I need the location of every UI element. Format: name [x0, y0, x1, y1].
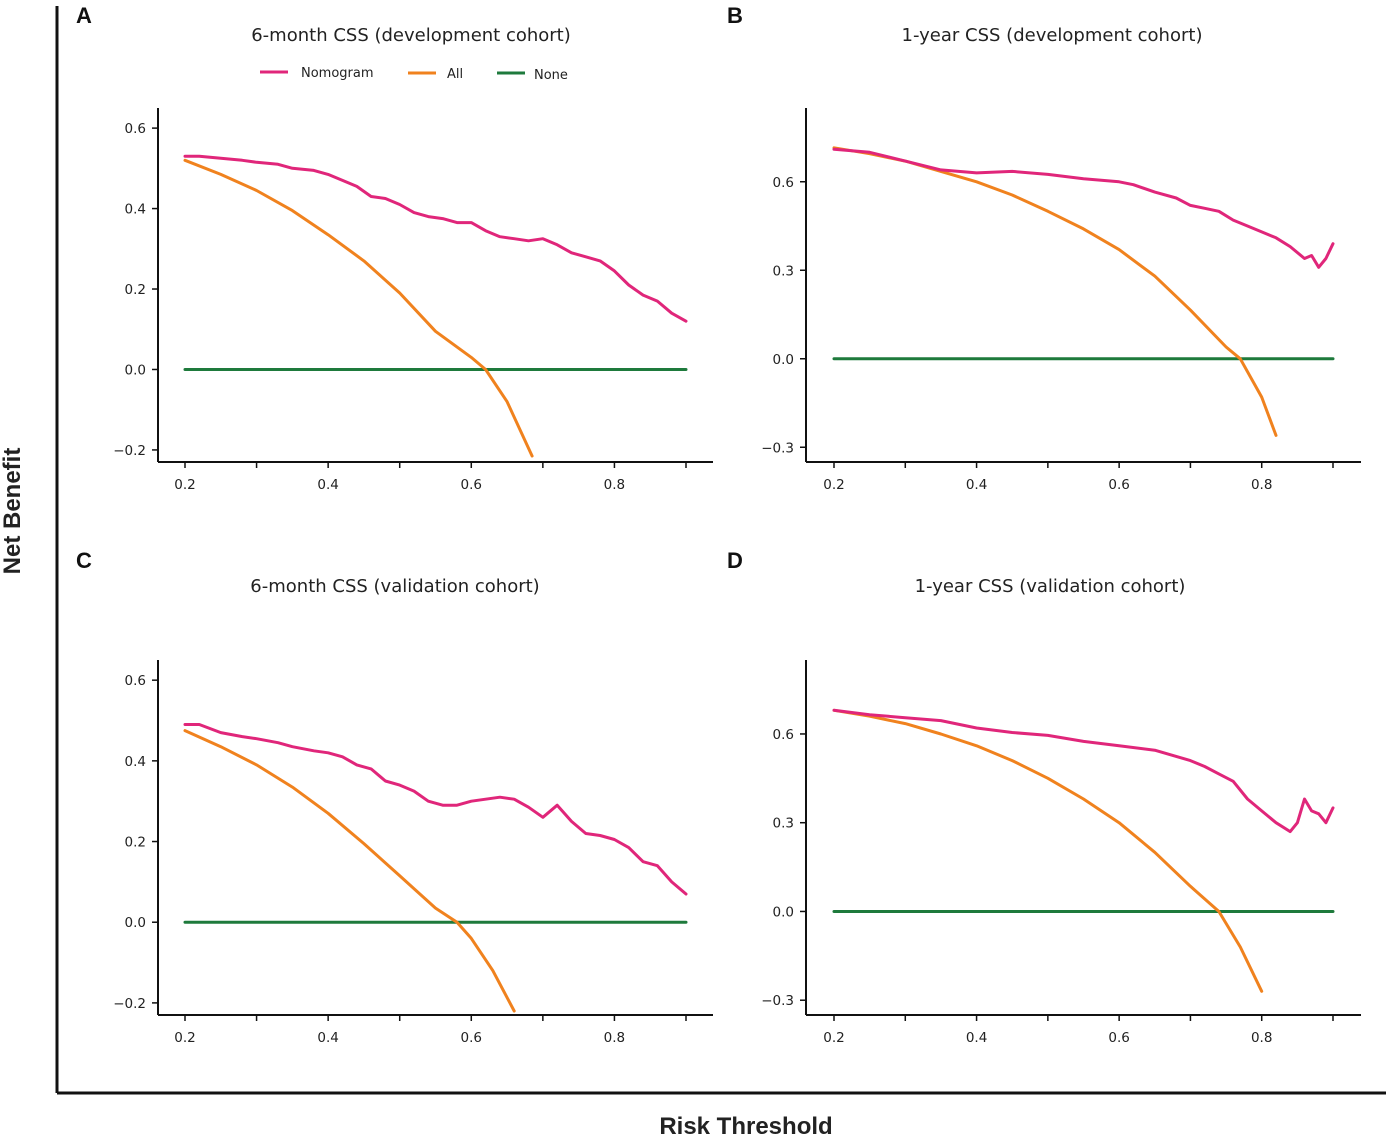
figure-ylabel: Net Benefit	[0, 448, 26, 575]
x-tick-label: 0.8	[604, 477, 625, 493]
y-tick-label: 0.6	[125, 121, 146, 137]
x-tick-label: 0.6	[461, 477, 482, 493]
x-tick-label: 0.8	[1251, 477, 1272, 493]
y-tick-label: 0.0	[125, 362, 146, 378]
panel-letter: B	[727, 3, 743, 28]
panel-letter: A	[76, 3, 92, 28]
series-line-nomogram	[183, 154, 688, 323]
y-tick-label: 0.6	[773, 727, 794, 743]
x-tick-label: 0.6	[461, 1030, 482, 1046]
series-line-all	[183, 729, 516, 1013]
x-tick-label: 0.4	[317, 1030, 338, 1046]
y-tick-label: 0.3	[773, 263, 794, 279]
panel-b: B 1-year CSS (development cohort) 0.2 0.4 0.…	[727, 3, 1361, 493]
series-line-all	[183, 158, 534, 458]
y-tick-label: 0.0	[125, 915, 146, 931]
panel-title: 6-month CSS (validation cohort)	[250, 576, 539, 597]
x-tick-label: 0.2	[174, 1030, 195, 1046]
x-tick-label: 0.4	[317, 477, 338, 493]
panel-c: C 6-month CSS (validation cohort) 0.2 0.4 0.…	[76, 548, 713, 1046]
x-tick-label: 0.4	[966, 1030, 987, 1046]
panel-title: 6-month CSS (development cohort)	[251, 25, 571, 46]
y-tick-label: 0.4	[125, 202, 146, 218]
y-tick-label: −0.2	[113, 996, 146, 1012]
x-tick-label: 0.2	[823, 1030, 844, 1046]
x-tick-label: 0.2	[823, 477, 844, 493]
y-tick-label: 0.6	[773, 175, 794, 191]
figure-xlabel: Risk Threshold	[659, 1113, 832, 1138]
x-tick-label: 0.8	[604, 1030, 625, 1046]
x-tick-label: 0.6	[1108, 477, 1129, 493]
y-tick-label: 0.2	[125, 835, 146, 851]
panel-title: 1-year CSS (validation cohort)	[915, 576, 1186, 597]
y-tick-label: 0.2	[125, 282, 146, 298]
series-line-all	[832, 708, 1264, 993]
legend: Nomogram All None	[260, 66, 568, 83]
y-tick-label: −0.3	[761, 440, 794, 456]
series-line-nomogram	[183, 723, 688, 896]
x-tick-label: 0.4	[966, 477, 987, 493]
y-tick-label: −0.2	[113, 443, 146, 459]
y-tick-label: 0.4	[125, 754, 146, 770]
panel-d: D 1-year CSS (validation cohort) 0.2 0.4 0.6…	[727, 548, 1361, 1046]
panel-a: A 6-month CSS (development cohort) 0.2 0.4 0…	[76, 3, 713, 493]
y-tick-label: −0.3	[761, 993, 794, 1009]
y-tick-label: 0.3	[773, 816, 794, 832]
y-tick-label: 0.0	[773, 904, 794, 920]
legend-label-none: None	[534, 68, 568, 83]
x-tick-label: 0.6	[1108, 1030, 1129, 1046]
x-tick-label: 0.8	[1251, 1030, 1272, 1046]
series-line-nomogram	[832, 147, 1335, 269]
x-tick-label: 0.2	[174, 477, 195, 493]
y-tick-label: 0.6	[125, 673, 146, 689]
series-line-nomogram	[832, 708, 1335, 834]
series-line-all	[832, 146, 1278, 437]
panel-letter: D	[727, 548, 743, 573]
y-tick-label: 0.0	[773, 352, 794, 368]
legend-label-all: All	[447, 67, 463, 82]
legend-label-nomogram: Nomogram	[301, 66, 374, 81]
panel-title: 1-year CSS (development cohort)	[902, 25, 1203, 46]
panel-letter: C	[76, 548, 92, 573]
